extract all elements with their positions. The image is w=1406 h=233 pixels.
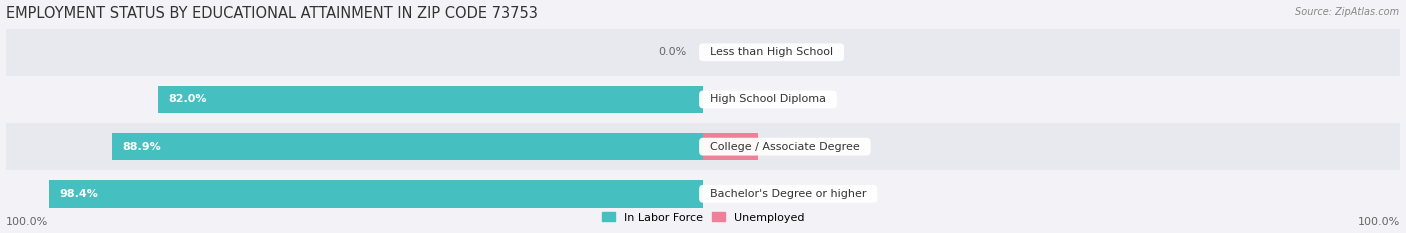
Bar [159, 86, 703, 113]
Text: 98.4%: 98.4% [59, 189, 98, 199]
Text: 100.0%: 100.0% [1358, 217, 1400, 227]
Bar [6, 76, 1400, 123]
Bar [703, 133, 758, 160]
Text: College / Associate Degree: College / Associate Degree [703, 142, 866, 152]
Text: Bachelor's Degree or higher: Bachelor's Degree or higher [703, 189, 873, 199]
Text: 100.0%: 100.0% [6, 217, 48, 227]
Bar [6, 29, 1400, 76]
Legend: In Labor Force, Unemployed: In Labor Force, Unemployed [598, 208, 808, 227]
Text: Source: ZipAtlas.com: Source: ZipAtlas.com [1295, 7, 1399, 17]
Text: 82.0%: 82.0% [169, 94, 207, 104]
Text: 0.0%: 0.0% [720, 94, 748, 104]
Text: 0.0%: 0.0% [720, 189, 748, 199]
Text: 8.3%: 8.3% [768, 142, 796, 152]
Bar [6, 123, 1400, 170]
Bar [6, 170, 1400, 217]
Text: 88.9%: 88.9% [122, 142, 162, 152]
Text: 0.0%: 0.0% [658, 47, 686, 57]
Text: 0.0%: 0.0% [720, 47, 748, 57]
Text: EMPLOYMENT STATUS BY EDUCATIONAL ATTAINMENT IN ZIP CODE 73753: EMPLOYMENT STATUS BY EDUCATIONAL ATTAINM… [6, 6, 537, 21]
Bar [112, 133, 703, 160]
Text: Less than High School: Less than High School [703, 47, 841, 57]
Text: High School Diploma: High School Diploma [703, 94, 832, 104]
Bar [49, 180, 703, 208]
